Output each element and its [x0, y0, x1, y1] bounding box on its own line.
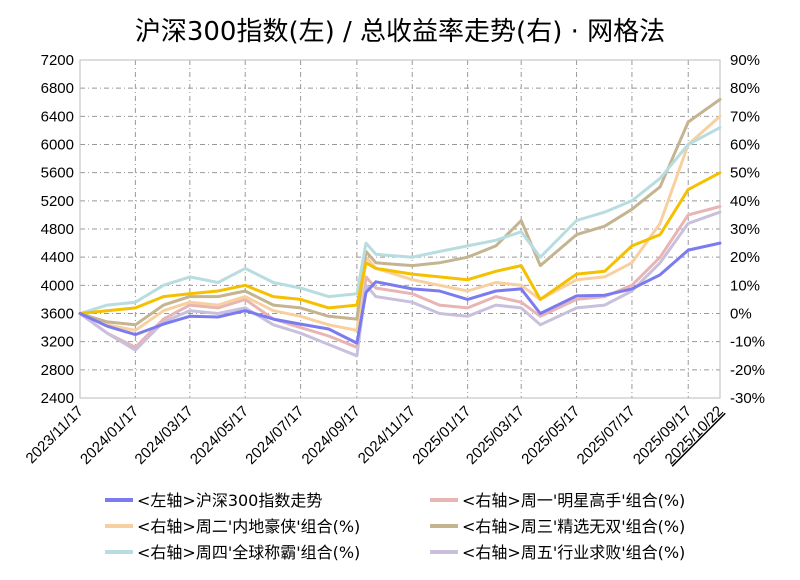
y-left-tick-label: 2800 [41, 362, 74, 379]
y-left-tick-label: 5200 [41, 193, 74, 210]
y-right-tick-label: 90% [730, 52, 760, 69]
x-tick-label: 2025/07/17 [574, 403, 639, 468]
x-tick-label: 2025/05/17 [518, 403, 583, 468]
y-axis-left: 2400 2800 3200 3600 4000 4400 4800 5200 5600 6000… [41, 52, 74, 407]
y-left-tick-label: 6800 [41, 80, 74, 97]
legend-label: <右轴>周五'行业求败'组合(%) [462, 543, 685, 562]
y-left-tick-label: 4400 [41, 249, 74, 266]
y-right-tick-label: 60% [730, 137, 760, 154]
grid-lines [79, 59, 721, 399]
x-tick-label: 2025/03/17 [463, 403, 528, 468]
y-right-tick-label: 70% [730, 108, 760, 125]
y-right-tick-label: 40% [730, 193, 760, 210]
legend-label: <右轴>周二'内地豪侠'组合(%) [137, 517, 360, 536]
y-right-tick-label: 80% [730, 80, 760, 97]
series-line-2 [78, 114, 722, 332]
legend-label: <左轴>沪深300指数走势 [137, 491, 322, 510]
legend-label: <右轴>周四'全球称霸'组合(%) [137, 543, 360, 562]
y-right-tick-label: 30% [730, 221, 760, 238]
series-line-4 [78, 126, 722, 315]
y-right-tick-label: -30% [730, 390, 765, 407]
series-lines [78, 97, 722, 358]
y-axis-right: -30% -20% -10% 0% 10% 20% 30% 40% 50% 60% 70% 80% 90… [730, 52, 765, 407]
plot-frame [79, 59, 721, 399]
y-left-tick-label: 2400 [41, 390, 74, 407]
y-right-tick-label: 0% [730, 306, 752, 323]
y-right-tick-label: 50% [730, 165, 760, 182]
series-line-0 [78, 241, 722, 345]
y-left-tick-label: 4800 [41, 221, 74, 238]
y-left-tick-label: 5600 [41, 165, 74, 182]
y-right-tick-label: 10% [730, 277, 760, 294]
x-tick-label: 2024/09/17 [299, 403, 364, 468]
series-line-3 [78, 97, 722, 327]
x-tick-label: 2023/11/17 [23, 403, 87, 467]
y-left-tick-label: 3600 [41, 306, 74, 323]
x-tick-label: 2024/05/17 [187, 403, 252, 468]
y-right-tick-label: -20% [730, 362, 765, 379]
legend: <左轴>沪深300指数走势 <右轴>周一'明星高手'组合(%) <右轴>周二'内地豪… [105, 491, 685, 562]
x-tick-label: 2024/03/17 [132, 403, 197, 468]
y-left-tick-label: 3200 [41, 334, 74, 351]
chart-title: 沪深300指数(左) / 总收益率走势(右) · 网格法 [135, 17, 665, 47]
y-left-tick-label: 6400 [41, 108, 74, 125]
x-tick-label: 2024/07/17 [242, 403, 307, 468]
series-line-5 [78, 210, 722, 358]
y-right-tick-label: -10% [730, 334, 765, 351]
y-left-tick-label: 7200 [41, 52, 74, 69]
legend-label: <右轴>周一'明星高手'组合(%) [462, 491, 685, 510]
series-line-6 [78, 171, 722, 315]
y-left-tick-label: 4000 [41, 277, 74, 294]
y-left-tick-label: 6000 [41, 137, 74, 154]
x-axis: 2023/11/172024/01/172024/03/172024/05/17… [23, 403, 727, 468]
x-tick-label: 2024/11/17 [355, 403, 419, 467]
legend-label: <右轴>周三'精选无双'组合(%) [462, 517, 685, 536]
y-right-tick-label: 20% [730, 249, 760, 266]
